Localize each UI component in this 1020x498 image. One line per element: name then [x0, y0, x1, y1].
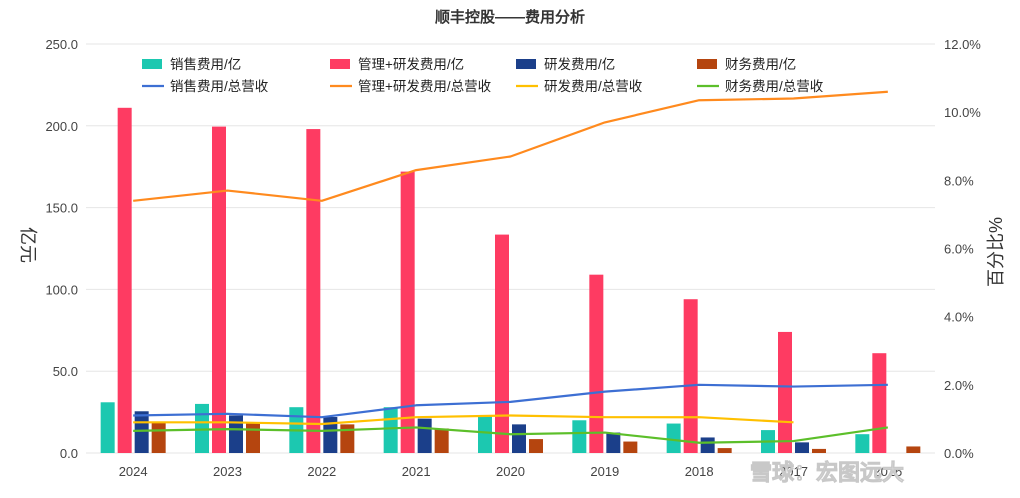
bar: [700, 437, 715, 453]
bar: [417, 418, 432, 453]
watermark-text: 雪球：宏图远大: [750, 460, 904, 485]
bar: [589, 274, 604, 453]
legend-label: 管理+研发费用/总营收: [358, 79, 492, 94]
bar: [495, 234, 509, 453]
x-tick-label: 2017: [779, 464, 808, 479]
legend-swatch: [697, 59, 717, 69]
x-axis-ticks: 2024 2023 2022 2021 2020 2019 2018 2017 2016: [119, 464, 903, 479]
bar: [683, 299, 698, 453]
legend-swatch: [516, 59, 536, 69]
bar: [151, 422, 166, 453]
x-tick-label: 2023: [213, 464, 242, 479]
left-axis-title: 亿元: [18, 227, 38, 263]
x-tick-label: 2018: [685, 464, 714, 479]
bar: [100, 402, 115, 453]
right-axis-title: 百分比%: [986, 217, 1006, 287]
right-axis-ticks: 0.0% 2.0% 4.0% 6.0% 8.0% 10.0% 12.0%: [944, 37, 981, 461]
bar: [306, 129, 321, 453]
line-series-group: [133, 90, 888, 444]
bar: [778, 331, 792, 453]
legend-label: 管理+研发费用/亿: [358, 57, 464, 72]
bar: [117, 107, 132, 453]
bar: [512, 424, 526, 453]
bar-series-group: [100, 107, 921, 454]
left-tick-label: 200.0: [45, 119, 78, 134]
bar: [906, 446, 921, 453]
x-tick-label: 2016: [873, 464, 902, 479]
series-line: [133, 426, 888, 444]
x-tick-label: 2022: [307, 464, 336, 479]
bar: [812, 448, 826, 453]
right-tick-label: 2.0%: [944, 378, 974, 393]
legend-swatch: [142, 59, 162, 69]
x-tick-label: 2021: [402, 464, 431, 479]
bar: [572, 420, 587, 453]
legend-label: 财务费用/亿: [725, 57, 796, 72]
series-line: [133, 383, 888, 419]
left-tick-label: 250.0: [45, 37, 78, 52]
bar: [195, 403, 209, 453]
x-tick-label: 2019: [590, 464, 619, 479]
chart-title: 顺丰控股——费用分析: [435, 8, 585, 26]
legend-label: 销售费用/总营收: [170, 79, 269, 94]
bar: [606, 432, 621, 453]
bar: [134, 411, 149, 453]
bar: [323, 417, 338, 453]
bar: [855, 434, 870, 453]
legend-label: 研发费用/总营收: [544, 79, 643, 94]
right-tick-label: 4.0%: [944, 310, 974, 325]
left-tick-label: 150.0: [45, 201, 78, 216]
series-line: [133, 90, 888, 202]
bar: [434, 428, 449, 453]
bar: [383, 407, 398, 453]
left-axis-ticks: 0.0 50.0 100.0 150.0 200.0 250.0: [45, 37, 78, 461]
grid-lines: [86, 43, 935, 454]
legend-label: 研发费用/亿: [544, 57, 615, 72]
right-tick-label: 6.0%: [944, 242, 974, 257]
bar: [212, 126, 226, 454]
right-tick-label: 0.0%: [944, 446, 974, 461]
x-tick-label: 2024: [119, 464, 148, 479]
bar: [400, 171, 415, 453]
right-tick-label: 8.0%: [944, 173, 974, 188]
right-tick-label: 10.0%: [944, 105, 981, 120]
bar: [717, 448, 732, 453]
bar: [246, 423, 260, 453]
bar: [872, 353, 887, 453]
legend-swatch: [330, 59, 350, 69]
bar: [795, 442, 809, 453]
left-tick-label: 0.0: [60, 446, 78, 461]
legend-label: 财务费用/总营收: [725, 79, 824, 94]
bar: [478, 415, 492, 453]
bar: [666, 423, 681, 453]
series-line: [133, 414, 794, 426]
right-tick-label: 12.0%: [944, 37, 981, 52]
bar: [529, 439, 543, 453]
x-tick-label: 2020: [496, 464, 525, 479]
legend-label: 销售费用/亿: [170, 57, 241, 72]
bar: [229, 415, 243, 453]
bar: [623, 441, 638, 453]
left-tick-label: 50.0: [53, 364, 78, 379]
left-tick-label: 100.0: [45, 282, 78, 297]
bar: [340, 424, 355, 453]
